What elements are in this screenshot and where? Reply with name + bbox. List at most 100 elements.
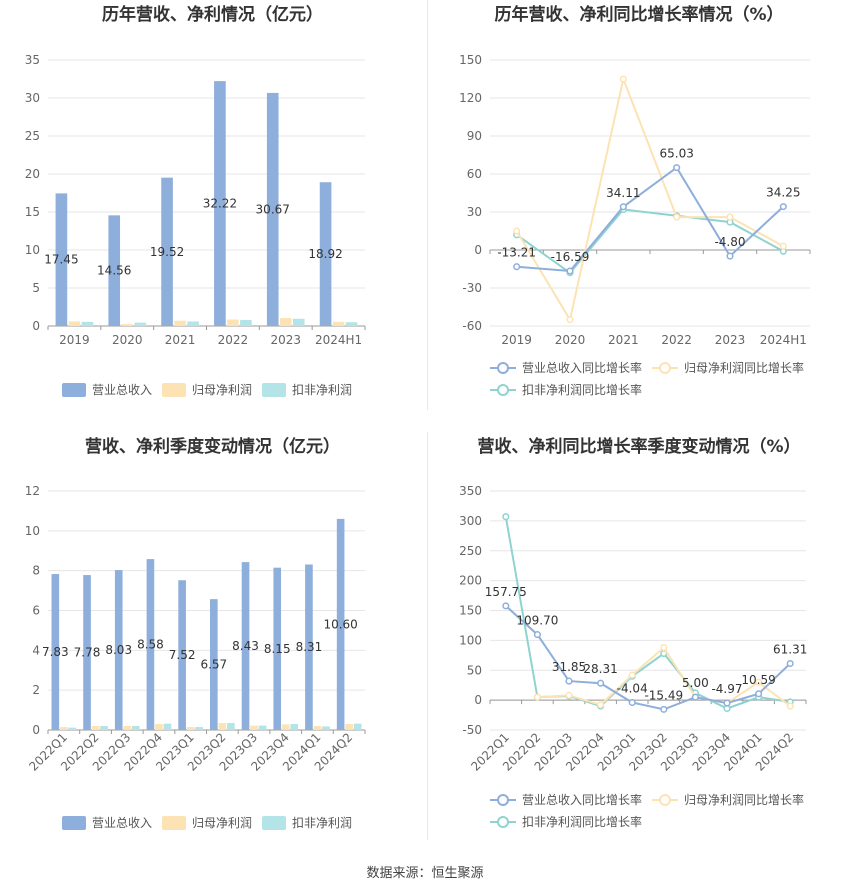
y-tick-label: 0 xyxy=(32,319,40,333)
bar-revenue xyxy=(336,518,345,730)
bar-revenue xyxy=(305,564,313,730)
bar-net-profit xyxy=(60,727,68,730)
bar-deducted-profit xyxy=(353,723,362,730)
bar-net-profit xyxy=(218,723,227,730)
legend-swatch xyxy=(62,383,86,397)
bar-data-label: 10.60 xyxy=(323,617,357,631)
y-tick-label: 60 xyxy=(467,167,482,181)
bar-net-profit xyxy=(332,321,345,326)
bar-revenue xyxy=(266,92,279,327)
series-point xyxy=(597,701,605,709)
series-point xyxy=(628,698,636,707)
line-data-label: 5.00 xyxy=(682,676,709,690)
series-point xyxy=(565,677,573,685)
series-point xyxy=(779,242,787,250)
series-point xyxy=(779,203,787,211)
bar-revenue xyxy=(51,574,60,730)
series-point xyxy=(597,679,605,687)
x-tick-label: 2024H1 xyxy=(315,333,362,347)
x-tick-label: 2023 xyxy=(270,333,301,347)
series-point xyxy=(660,705,668,713)
y-tick-label: 0 xyxy=(474,693,482,707)
y-tick-label: 2 xyxy=(32,683,40,697)
series-point xyxy=(566,316,574,324)
bar-revenue xyxy=(210,599,218,730)
y-tick-label: 90 xyxy=(467,129,482,143)
line-data-label: -15.49 xyxy=(644,688,683,702)
series-line xyxy=(516,166,785,273)
y-tick-label: 35 xyxy=(25,53,40,67)
y-tick-label: 0 xyxy=(474,243,482,257)
annual-revenue-profit-chart: 历年营收、净利情况（亿元） 0 5 10 15 20 25 30 35 2019 2020 2021 2… xyxy=(0,0,425,410)
bar-deducted-profit xyxy=(187,321,199,326)
bar-revenue xyxy=(241,562,250,730)
legend-label: 扣非净利润同比增长率 xyxy=(522,814,642,829)
data-source-label: 数据来源： xyxy=(366,866,432,881)
series-point xyxy=(502,602,510,610)
bar-revenue xyxy=(214,81,226,327)
series-point xyxy=(755,678,763,686)
y-tick-label: 10 xyxy=(25,524,40,538)
data-source-name: 恒生聚源 xyxy=(431,866,484,881)
legend-swatch xyxy=(262,383,286,397)
series-point xyxy=(673,213,681,221)
legend-marker xyxy=(659,362,671,374)
legend-label: 归母净利润同比增长率 xyxy=(684,792,804,807)
line-data-label: 157.75 xyxy=(485,585,527,599)
legend-label: 扣非净利润同比增长率 xyxy=(522,382,642,397)
bar-deducted-profit xyxy=(68,727,77,730)
series-point xyxy=(723,699,731,707)
series-point xyxy=(726,252,734,260)
x-tick-label: 2022 xyxy=(661,333,692,347)
bar-net-profit xyxy=(123,726,132,730)
bar-net-profit xyxy=(121,324,134,326)
bar-net-profit xyxy=(227,319,239,326)
series-point xyxy=(786,659,794,668)
vertical-divider-bottom xyxy=(427,432,428,840)
y-tick-label: 0 xyxy=(32,723,40,737)
bar-data-label: 8.31 xyxy=(296,640,323,654)
chart-title: 历年营收、净利情况（亿元） xyxy=(102,4,323,25)
bar-deducted-profit xyxy=(163,723,172,730)
bar-net-profit xyxy=(279,318,292,326)
bar-revenue xyxy=(273,567,282,730)
bar-deducted-profit xyxy=(258,725,267,730)
bar-data-label: 8.03 xyxy=(105,643,132,657)
legend-swatch xyxy=(262,816,286,830)
line-data-label: 34.11 xyxy=(606,186,640,200)
y-tick-label: 250 xyxy=(459,544,482,558)
bar-revenue xyxy=(83,575,91,730)
y-tick-label: -50 xyxy=(462,723,482,737)
bar-data-label: 30.67 xyxy=(256,202,290,216)
legend-swatch xyxy=(162,816,186,830)
y-tick-label: 150 xyxy=(459,604,482,618)
x-tick-label: 2020 xyxy=(555,333,586,347)
line-data-label: 61.31 xyxy=(773,642,807,656)
bar-revenue xyxy=(178,580,186,730)
y-tick-label: 25 xyxy=(25,129,40,143)
series-point xyxy=(565,691,573,699)
x-tick-label: 2024H1 xyxy=(760,333,807,347)
bar-deducted-profit xyxy=(81,321,94,326)
legend-marker xyxy=(497,794,509,806)
series-point xyxy=(533,693,541,701)
quarter-bar-svg: 营收、净利季度变动情况（亿元）0246810122022Q12022Q22022… xyxy=(25,436,366,830)
bar-net-profit xyxy=(345,724,353,730)
legend-label: 扣非净利润 xyxy=(292,816,352,830)
series-point xyxy=(619,203,627,211)
line-data-label: -4.80 xyxy=(714,235,745,249)
bar-data-label: 18.92 xyxy=(308,247,342,261)
y-tick-label: 100 xyxy=(459,633,482,647)
bar-deducted-profit xyxy=(240,319,252,326)
series-point xyxy=(513,227,521,235)
line-data-label: 65.03 xyxy=(659,147,693,161)
bar-net-profit xyxy=(250,725,258,730)
series-point xyxy=(502,513,510,521)
bar-data-label: 17.45 xyxy=(44,253,78,267)
chart-title: 营收、净利季度变动情况（亿元） xyxy=(85,436,340,457)
y-tick-label: 30 xyxy=(467,205,482,219)
y-tick-label: -30 xyxy=(462,281,482,295)
y-tick-label: 300 xyxy=(459,514,482,528)
legend-marker xyxy=(497,816,509,828)
quarterly-growth-rate-chart: 营收、净利同比增长率季度变动情况（%） -50 0 50 100 150 200 250 300… xyxy=(428,430,850,845)
